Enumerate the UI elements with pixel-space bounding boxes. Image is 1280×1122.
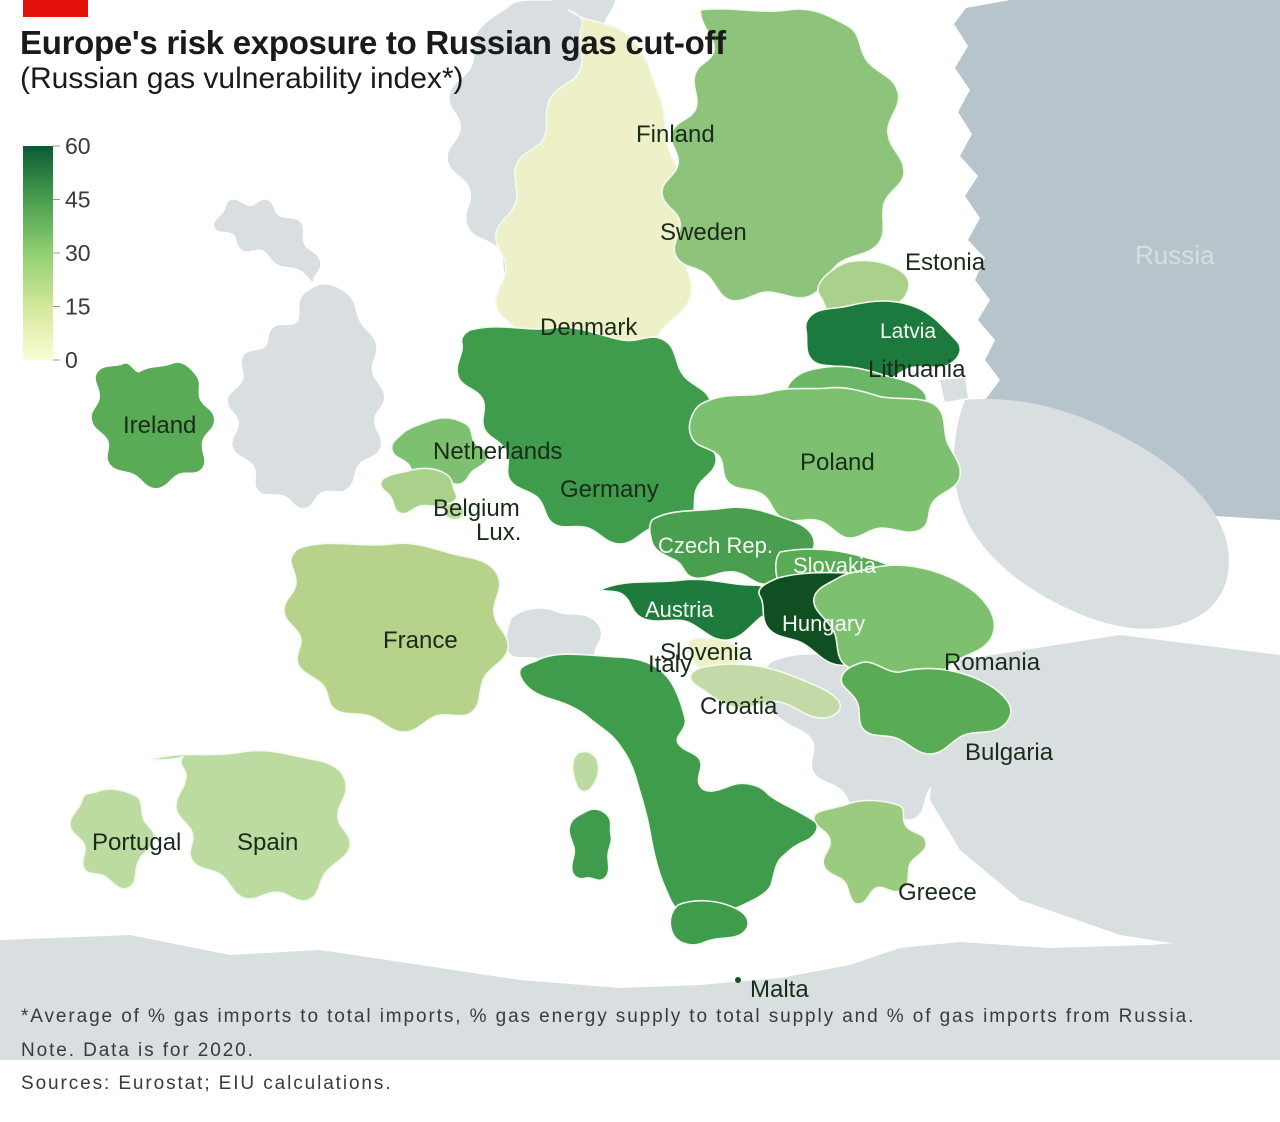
- svg-text:0: 0: [65, 347, 78, 373]
- svg-text:Greece: Greece: [898, 879, 977, 906]
- svg-text:Hungary: Hungary: [782, 611, 865, 636]
- svg-text:Denmark: Denmark: [540, 314, 638, 341]
- svg-text:Netherlands: Netherlands: [433, 438, 562, 465]
- svg-text:30: 30: [65, 240, 91, 266]
- svg-text:Finland: Finland: [636, 121, 715, 148]
- svg-text:Italy: Italy: [648, 651, 692, 678]
- svg-text:Lux.: Lux.: [476, 519, 521, 546]
- svg-text:15: 15: [65, 294, 91, 320]
- svg-text:Russia: Russia: [1135, 240, 1215, 270]
- svg-text:Portugal: Portugal: [92, 829, 181, 856]
- svg-text:Poland: Poland: [800, 449, 875, 476]
- svg-text:60: 60: [65, 133, 91, 159]
- svg-text:Germany: Germany: [560, 476, 659, 503]
- svg-text:Czech Rep.: Czech Rep.: [658, 533, 773, 558]
- svg-text:45: 45: [65, 187, 91, 213]
- svg-text:Romania: Romania: [944, 649, 1041, 676]
- svg-text:Latvia: Latvia: [880, 320, 936, 343]
- svg-text:Lithuania: Lithuania: [868, 356, 966, 383]
- svg-text:Malta: Malta: [750, 976, 809, 1003]
- svg-text:Austria: Austria: [645, 597, 714, 622]
- svg-text:Spain: Spain: [237, 829, 298, 856]
- svg-text:Croatia: Croatia: [700, 693, 778, 720]
- svg-text:Ireland: Ireland: [123, 412, 196, 439]
- svg-text:Belgium: Belgium: [433, 495, 520, 522]
- svg-text:France: France: [383, 627, 458, 654]
- svg-text:Sweden: Sweden: [660, 219, 747, 246]
- svg-text:Estonia: Estonia: [905, 249, 986, 276]
- svg-text:Slovakia: Slovakia: [793, 553, 877, 578]
- svg-text:Bulgaria: Bulgaria: [965, 739, 1054, 766]
